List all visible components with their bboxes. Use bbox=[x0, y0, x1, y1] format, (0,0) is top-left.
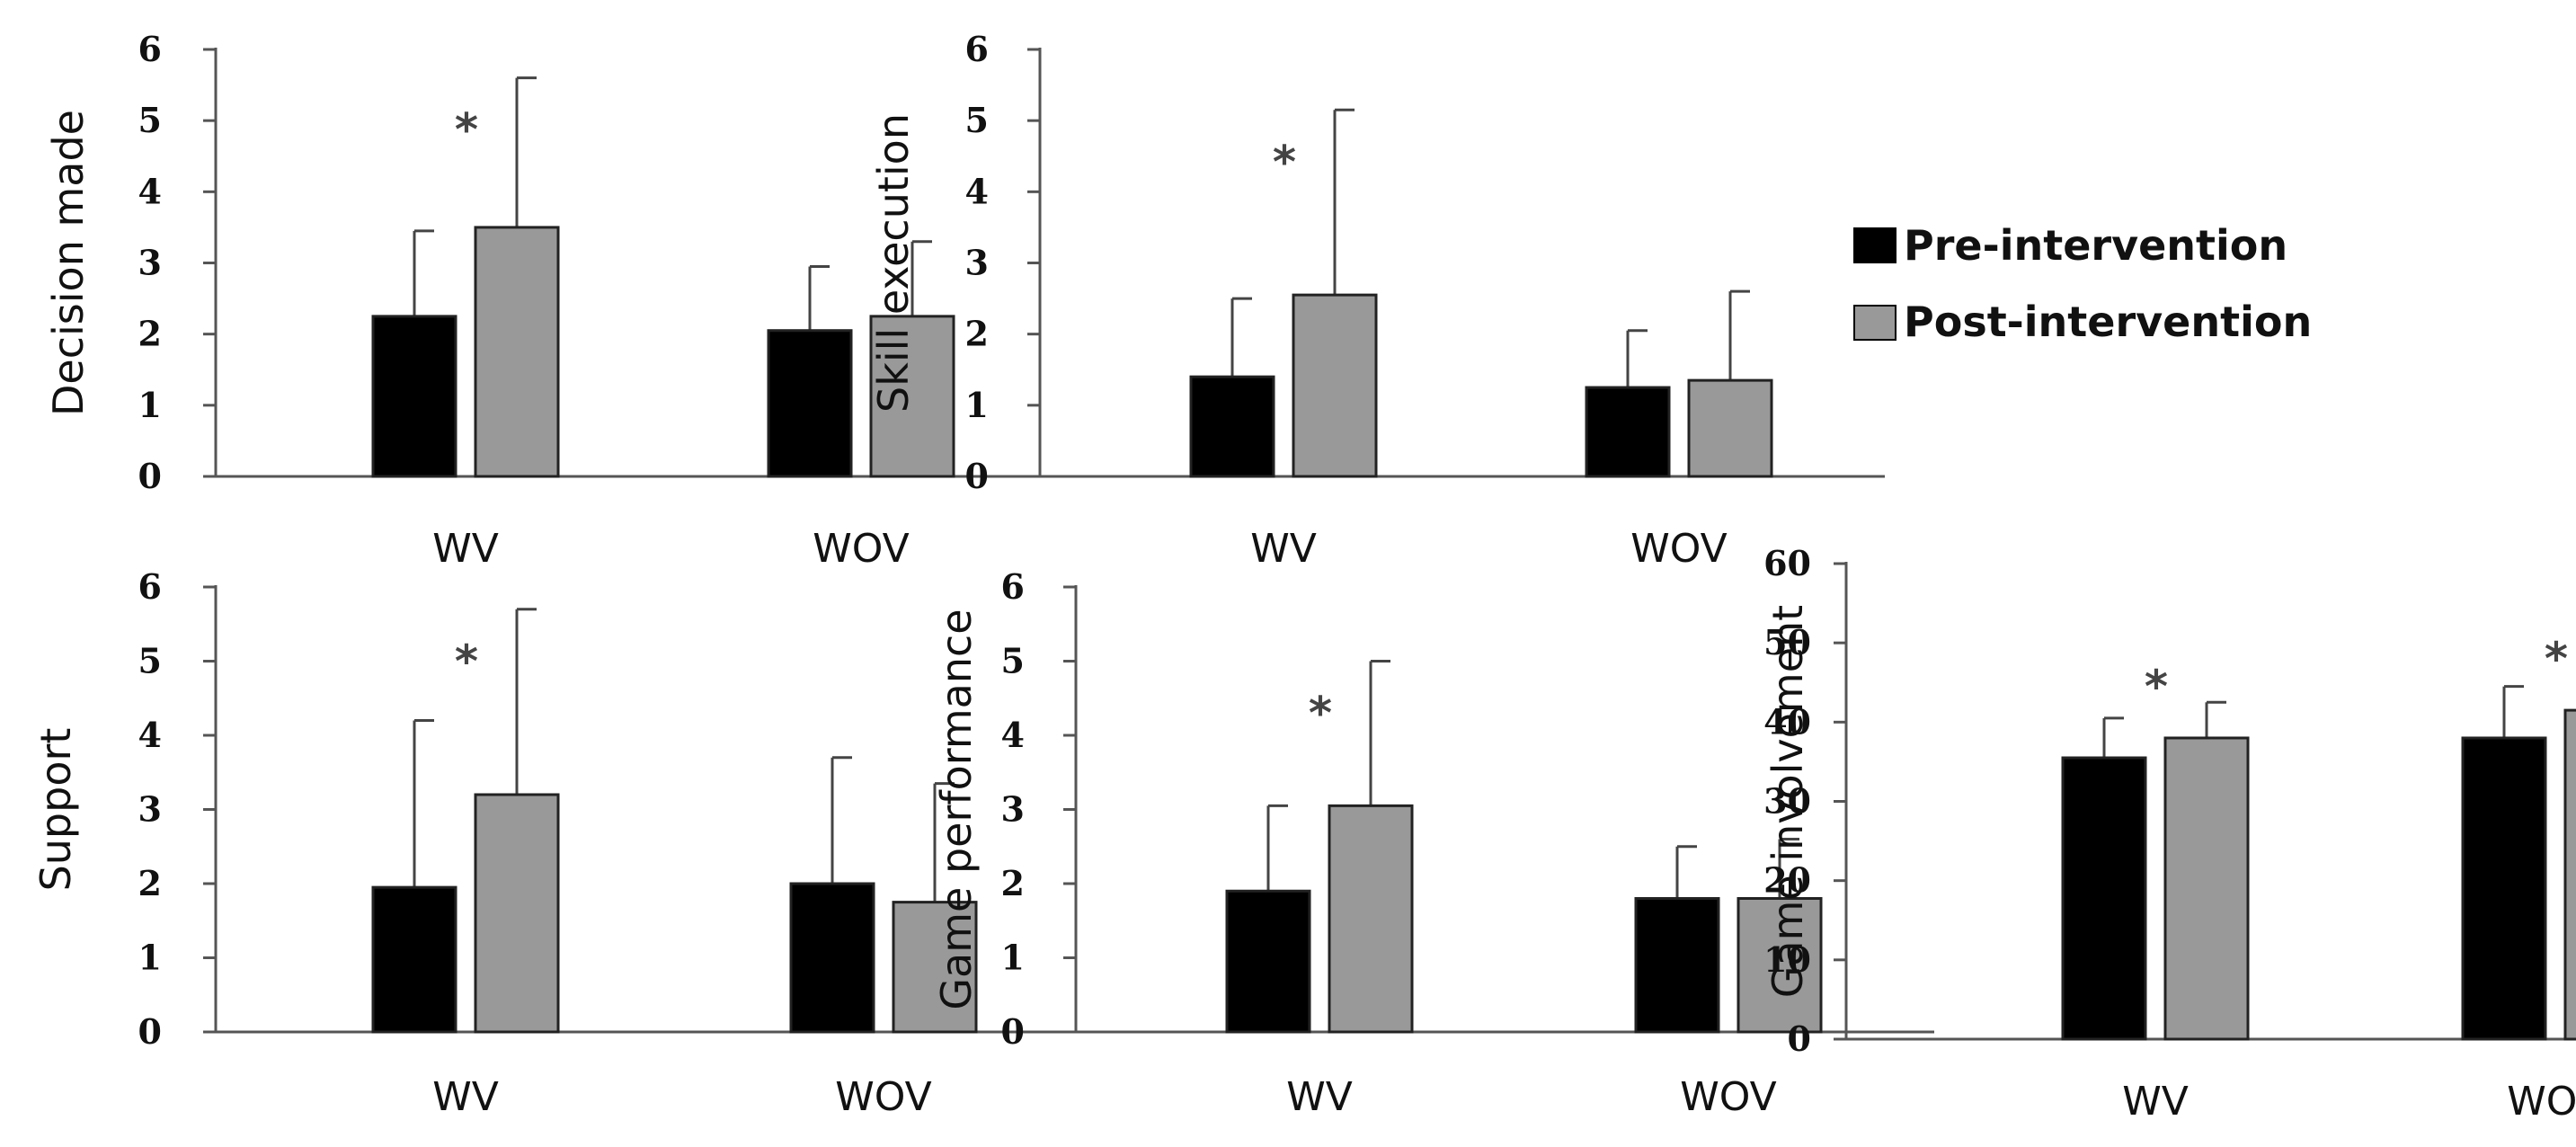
x-category-label: WV bbox=[432, 526, 499, 572]
y-tick-label: 6 bbox=[138, 566, 162, 607]
x-category-label: WOV bbox=[813, 526, 909, 572]
significance-star: * bbox=[2545, 633, 2568, 685]
panel-3: 0 1 2 3 4 5 6 Support WV WOV * bbox=[31, 566, 1089, 1120]
y-tick-label: 0 bbox=[965, 456, 989, 496]
bar-pre-intervention-wv bbox=[1225, 889, 1311, 1034]
y-axis-label: Support bbox=[31, 728, 80, 892]
legend-label-pre: Pre-intervention bbox=[1904, 221, 2287, 270]
y-tick-label: 50 bbox=[1763, 622, 1811, 662]
panel-4: 0 1 2 3 4 5 6 Game performance WV WOV * bbox=[932, 566, 1934, 1120]
x-category-label: WOV bbox=[2507, 1079, 2576, 1125]
y-tick-label: 20 bbox=[1763, 860, 1811, 901]
y-axis-label: Skill execution bbox=[869, 113, 918, 413]
bar-pre-intervention-wv bbox=[1189, 375, 1275, 478]
y-tick-label: 5 bbox=[965, 100, 989, 140]
y-tick-label: 2 bbox=[138, 863, 162, 903]
y-tick-label: 6 bbox=[1001, 566, 1025, 607]
chart-panels: 0 1 2 3 4 5 6 Decision made WV WOV * 0 1 2 3 4 5 6 Skill e… bbox=[31, 29, 2576, 1125]
bar-post-intervention-wov bbox=[1737, 897, 1823, 1034]
x-category-label: WOV bbox=[1630, 526, 1727, 572]
bar-pre-intervention-wov bbox=[789, 882, 875, 1034]
legend-swatch-pre bbox=[1853, 227, 1896, 263]
bar-post-intervention-wv bbox=[1328, 804, 1414, 1034]
y-tick-label: 2 bbox=[1001, 863, 1025, 903]
y-tick-label: 3 bbox=[138, 789, 162, 830]
bar-post-intervention-wov bbox=[869, 315, 955, 478]
y-tick-label: 60 bbox=[1763, 543, 1811, 583]
y-tick-label: 4 bbox=[1001, 715, 1025, 755]
bar-post-intervention-wov bbox=[1687, 378, 1773, 478]
bar-post-intervention-wv bbox=[1292, 293, 1378, 478]
significance-star: * bbox=[2145, 661, 2168, 713]
y-tick-label: 1 bbox=[138, 938, 162, 978]
x-category-label: WOV bbox=[835, 1074, 931, 1120]
y-tick-label: 2 bbox=[965, 314, 989, 354]
y-tick-label: 1 bbox=[138, 385, 162, 425]
y-tick-label: 4 bbox=[965, 171, 989, 211]
x-category-label: WV bbox=[432, 1074, 499, 1120]
y-tick-label: 3 bbox=[138, 243, 162, 283]
bar-pre-intervention-wov bbox=[2461, 736, 2547, 1041]
y-axis-label: Game involvement bbox=[1763, 605, 1812, 998]
bar-post-intervention-wv bbox=[474, 226, 560, 478]
bar-pre-intervention-wv bbox=[2061, 756, 2147, 1041]
bar-pre-intervention-wov bbox=[767, 329, 853, 478]
y-tick-label: 3 bbox=[965, 243, 989, 283]
y-tick-label: 5 bbox=[138, 641, 162, 681]
bar-post-intervention-wv bbox=[474, 793, 560, 1034]
bar-post-intervention-wov bbox=[2563, 708, 2576, 1041]
y-tick-label: 0 bbox=[1788, 1018, 1811, 1059]
x-category-label: WV bbox=[2122, 1079, 2189, 1125]
y-tick-label: 6 bbox=[965, 29, 989, 69]
bar-post-intervention-wv bbox=[2163, 736, 2250, 1041]
y-tick-label: 2 bbox=[138, 314, 162, 354]
bar-pre-intervention-wv bbox=[371, 315, 457, 478]
y-tick-label: 10 bbox=[1763, 939, 1811, 980]
bar-pre-intervention-wov bbox=[1585, 386, 1671, 478]
y-axis-label: Decision made bbox=[44, 110, 93, 416]
y-axis-label: Game performance bbox=[932, 609, 981, 1009]
x-category-label: WV bbox=[1250, 526, 1317, 572]
y-tick-label: 40 bbox=[1763, 701, 1811, 742]
y-tick-label: 0 bbox=[138, 456, 162, 496]
significance-star: * bbox=[455, 104, 478, 156]
y-tick-label: 1 bbox=[1001, 938, 1025, 978]
bar-pre-intervention-wov bbox=[1634, 897, 1720, 1034]
y-tick-label: 6 bbox=[138, 29, 162, 69]
x-category-label: WV bbox=[1286, 1074, 1353, 1120]
legend: Pre-intervention Post-intervention bbox=[1853, 221, 2312, 346]
legend-swatch-post bbox=[1853, 305, 1896, 341]
legend-label-post: Post-intervention bbox=[1904, 298, 2312, 346]
panel-5: 0 10 20 30 40 50 60 Game involvement WV WOV * * bbox=[1763, 543, 2576, 1125]
significance-star: * bbox=[1273, 136, 1296, 188]
y-tick-label: 4 bbox=[138, 715, 162, 755]
y-tick-label: 0 bbox=[1001, 1011, 1025, 1052]
y-tick-label: 4 bbox=[138, 171, 162, 211]
y-tick-label: 30 bbox=[1763, 781, 1811, 822]
panel-1: 0 1 2 3 4 5 6 Decision made WV WOV * bbox=[44, 29, 1067, 572]
y-tick-label: 3 bbox=[1001, 789, 1025, 830]
significance-star: * bbox=[1309, 688, 1332, 740]
y-tick-label: 1 bbox=[965, 385, 989, 425]
y-tick-label: 5 bbox=[1001, 641, 1025, 681]
bar-pre-intervention-wv bbox=[371, 885, 457, 1034]
significance-star: * bbox=[455, 636, 478, 688]
x-category-label: WOV bbox=[1680, 1074, 1776, 1120]
panel-2: 0 1 2 3 4 5 6 Skill execution WV WOV * bbox=[869, 29, 1885, 572]
y-tick-label: 0 bbox=[138, 1011, 162, 1052]
y-tick-label: 5 bbox=[138, 100, 162, 140]
bar-post-intervention-wov bbox=[892, 901, 978, 1034]
